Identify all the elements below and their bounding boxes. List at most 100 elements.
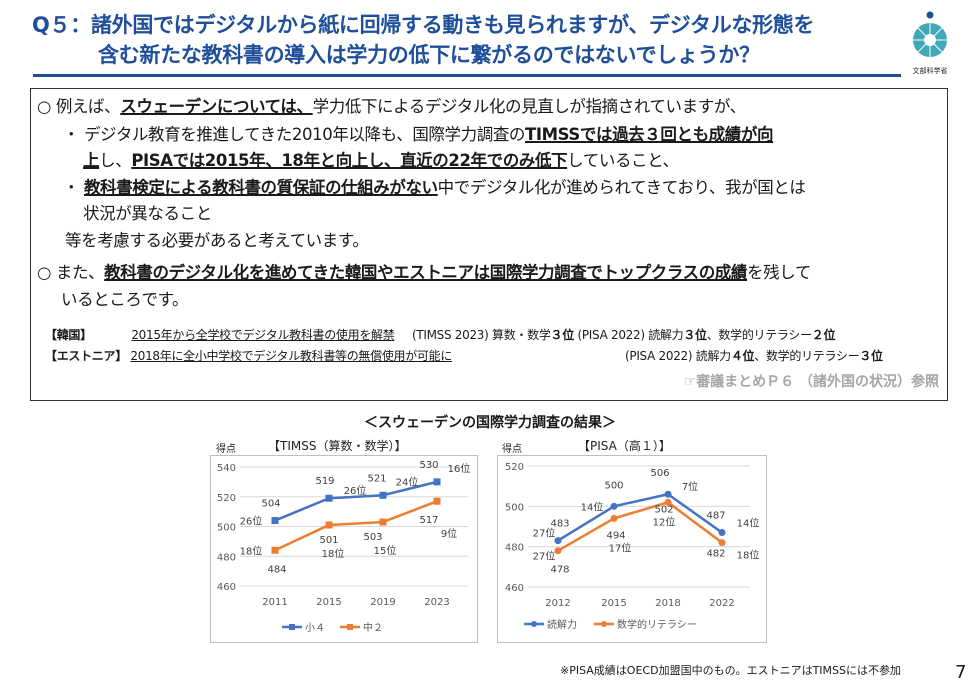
text: ○ 例えば、 xyxy=(37,97,121,116)
data-label: 506 xyxy=(650,468,669,479)
series-line-1 xyxy=(557,500,723,552)
data-point xyxy=(379,518,387,526)
korea-text: 2015年から全学校でデジタル教科書の使用を解禁 xyxy=(131,328,395,342)
korea-row: 【韓国】 2015年から全学校でデジタル教科書の使用を解禁 (TIMSS 202… xyxy=(45,326,836,343)
data-label: 504 xyxy=(261,499,280,510)
text: していること、 xyxy=(567,151,679,170)
data-point xyxy=(271,517,279,525)
rank-label: 18位 xyxy=(737,549,760,562)
series-line-1 xyxy=(274,500,438,552)
x-tick-label: 2012 xyxy=(545,598,570,609)
bullet-2-cont: 状況が異なること xyxy=(83,204,212,223)
korea-label: 【韓国】 xyxy=(45,328,92,342)
timss-chart-frame xyxy=(210,455,478,643)
mext-emblem-icon xyxy=(913,11,947,57)
pisa-title: 【PISA（高１）】 xyxy=(578,439,671,453)
data-label: 502 xyxy=(654,504,673,515)
korea-pisa: (PISA 2022) 読解力 xyxy=(577,328,684,342)
korea-timss: (TIMSS 2023) 算数・数学 xyxy=(411,328,551,342)
data-label: 517 xyxy=(419,515,438,526)
paragraph-1-end: 等を考慮する必要があると考えています。 xyxy=(65,231,369,250)
data-point xyxy=(379,491,387,499)
text: を残して xyxy=(747,263,811,282)
timss-ylabel: 得点 xyxy=(216,444,236,455)
emphasis: 上 xyxy=(83,151,100,170)
data-label: 487 xyxy=(706,511,725,522)
rank-label: 9位 xyxy=(441,527,457,540)
bullet-1: ・ デジタル教育を推進してきた2010年以降も、国際学力調査のTIMSSでは過去… xyxy=(63,123,773,147)
data-label: 521 xyxy=(367,473,386,484)
rank-label: 16位 xyxy=(448,462,471,475)
title-divider xyxy=(33,74,901,77)
data-point xyxy=(554,547,562,555)
paragraph-1: ○ 例えば、スウェーデンについては、学力低下によるデジタル化の見直しが指摘されて… xyxy=(37,95,746,119)
x-tick-label: 2019 xyxy=(370,597,395,608)
y-tick-label: 480 xyxy=(505,543,524,554)
bullet-1-cont: 上し、PISAでは2015年、18年と向上し、直近の22年でのみ低下していること… xyxy=(83,149,679,173)
estonia-row: 【エストニア】 2018年に全小中学校でデジタル教科書等の無償使用が可能に xyxy=(45,347,452,364)
x-tick-label: 2018 xyxy=(655,598,680,609)
legend-label: 読解力 xyxy=(547,618,577,631)
y-tick-label: 480 xyxy=(217,552,236,563)
data-point xyxy=(664,490,672,498)
y-tick-label: 500 xyxy=(505,502,524,513)
estonia-label: 【エストニア】 xyxy=(45,349,127,363)
mext-logo: 文部科学省 xyxy=(905,10,955,75)
emphasis: 教科書検定による教科書の質保証の仕組みがない xyxy=(83,178,438,197)
data-label: 519 xyxy=(315,476,334,487)
estonia-pisa-math: 、数学的リテラシー xyxy=(754,349,860,363)
legend-label: 数学的リテラシー xyxy=(617,618,697,631)
reference-note: ☞審議まとめＰ６ （諸外国の状況）参照 xyxy=(683,374,939,390)
estonia-pisa-read-rank: ４位 xyxy=(730,349,755,363)
rank-label: 26位 xyxy=(240,515,263,528)
data-point xyxy=(433,497,441,505)
estonia-text: 2018年に全小中学校でデジタル教科書等の無償使用が可能に xyxy=(130,349,453,363)
data-label: 482 xyxy=(706,549,725,560)
legend-marker xyxy=(289,624,295,630)
text: ・ xyxy=(63,178,84,197)
rank-label: 18位 xyxy=(322,547,345,560)
rank-label: 14位 xyxy=(737,517,760,530)
rank-label: 7位 xyxy=(682,480,698,493)
estonia-results: (PISA 2022) 読解力４位、数学的リテラシー３位 xyxy=(625,347,883,364)
text: 中でデジタル化が進められてきており、我が国とは xyxy=(437,178,806,197)
legend-label: 中２ xyxy=(363,621,383,634)
legend-marker xyxy=(347,624,353,630)
korea-pisa-math-rank: ２位 xyxy=(811,328,836,342)
rank-label: 15位 xyxy=(374,544,397,557)
legend-marker xyxy=(531,621,537,627)
emphasis: TIMSSでは過去３回とも成績が向 xyxy=(525,125,774,144)
data-point xyxy=(610,514,618,522)
data-point xyxy=(554,537,562,545)
answer-box: ○ 例えば、スウェーデンについては、学力低下によるデジタル化の見直しが指摘されて… xyxy=(30,88,948,401)
rank-label: 17位 xyxy=(609,541,632,554)
legend-label: 小４ xyxy=(305,622,325,634)
data-point xyxy=(718,539,726,547)
text: し、 xyxy=(99,151,132,170)
rank-label: 27位 xyxy=(533,550,556,563)
data-label: 494 xyxy=(606,530,625,541)
y-tick-label: 520 xyxy=(505,462,524,473)
page-title: Q５：諸外国ではデジタルから紙に回帰する動きも見られますが、デジタルな形態を 含… xyxy=(32,10,815,70)
page-number: 7 xyxy=(955,662,967,683)
emphasis: PISAでは2015年、18年と向上し、直近の22年でのみ低下 xyxy=(131,151,568,170)
y-tick-label: 460 xyxy=(505,583,524,594)
paragraph-2: ○ また、教科書のデジタル化を進めてきた韓国やエストニアは国際学力調査でトップク… xyxy=(37,261,811,285)
korea-pisa-math: 、数学的リテラシー xyxy=(706,328,812,342)
series-line-0 xyxy=(274,480,438,522)
x-tick-label: 2011 xyxy=(262,597,287,608)
estonia-pisa-math-rank: ３位 xyxy=(859,349,883,363)
title-line-1: Q５：諸外国ではデジタルから紙に回帰する動きも見られますが、デジタルな形態を xyxy=(32,13,815,37)
y-tick-label: 540 xyxy=(217,463,236,474)
x-tick-label: 2023 xyxy=(424,597,449,608)
data-point xyxy=(610,502,618,510)
pisa-ylabel: 得点 xyxy=(502,444,522,455)
title-line-2: 含む新たな教科書の導入は学力の低下に繋がるのではないでしょうか？ xyxy=(98,43,760,67)
logo-caption: 文部科学省 xyxy=(912,67,948,75)
data-label: 530 xyxy=(419,460,438,471)
emphasis: 教科書のデジタル化を進めてきた韓国やエストニアは国際学力調査でトップクラスの成績 xyxy=(104,263,748,282)
estonia-pisa: (PISA 2022) 読解力 xyxy=(625,349,731,363)
data-point xyxy=(664,498,672,506)
y-tick-label: 460 xyxy=(217,582,236,593)
